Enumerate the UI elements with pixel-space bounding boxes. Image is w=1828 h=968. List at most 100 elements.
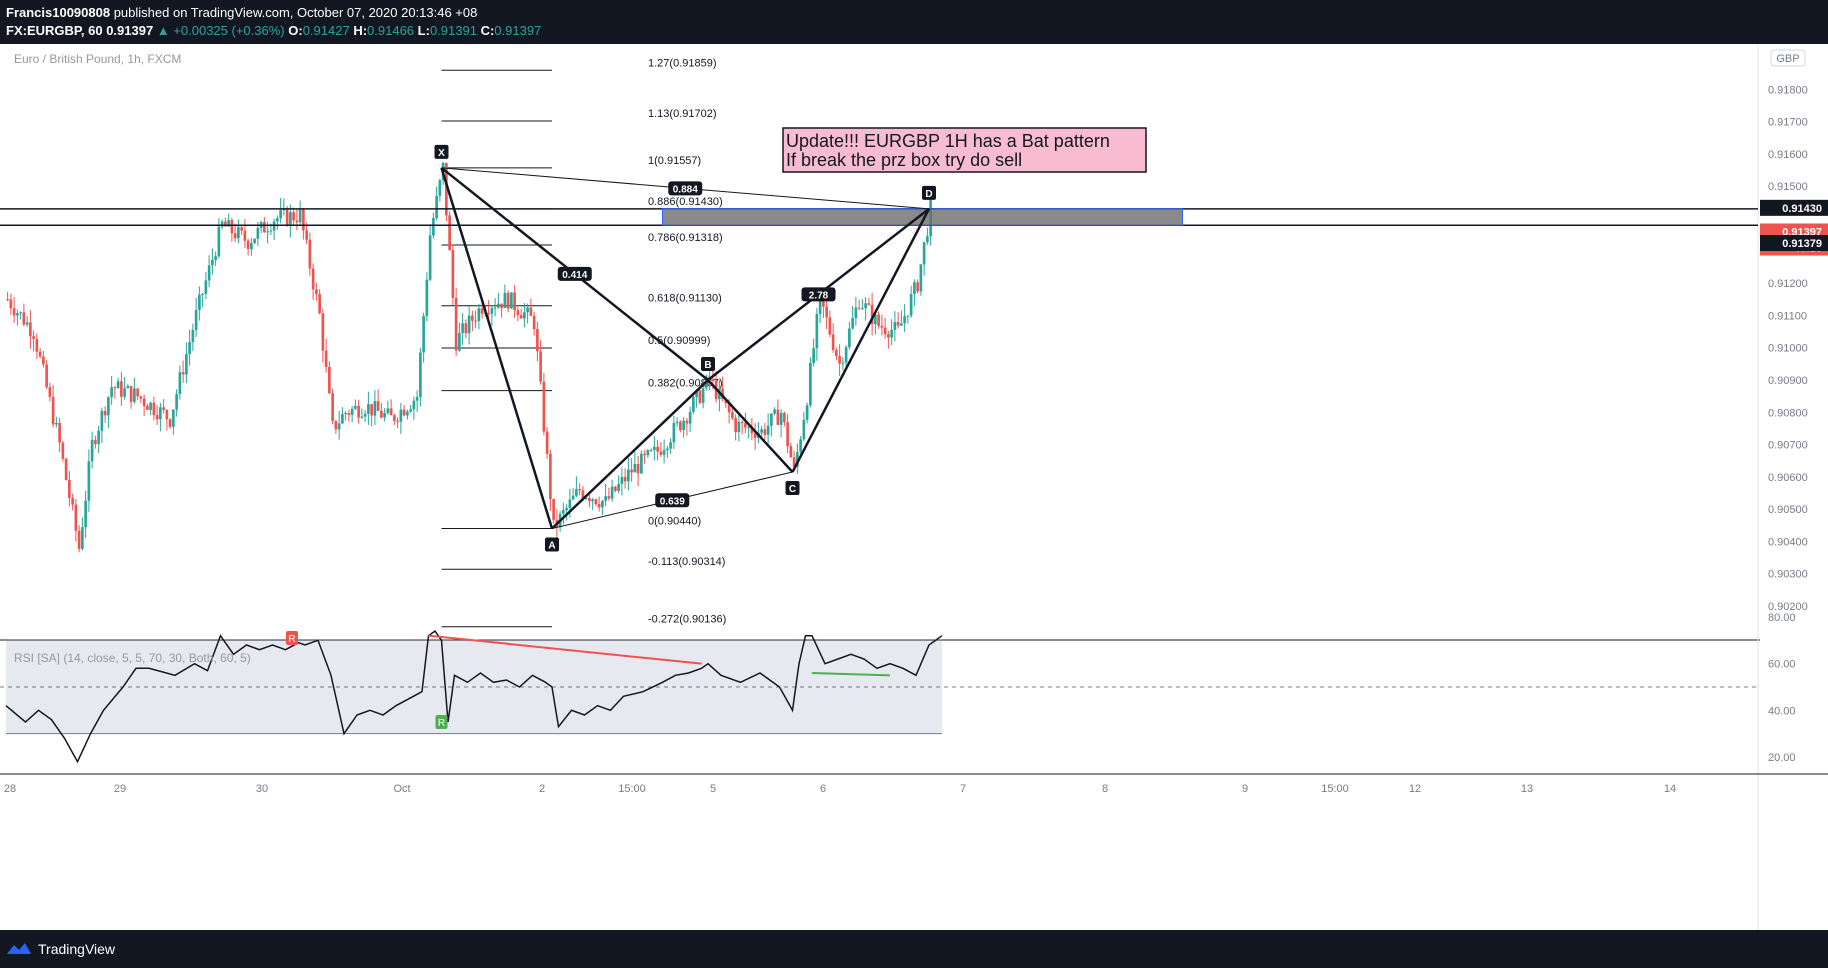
fib-level-label: 0.618(0.91130) <box>648 293 722 305</box>
candle-body <box>588 497 591 502</box>
candle-body <box>315 289 318 295</box>
time-tick-label: 12 <box>1409 783 1421 795</box>
candle-body <box>185 354 188 375</box>
ratio-label-bg <box>801 287 836 302</box>
candle-body <box>454 297 458 351</box>
candle-body <box>607 496 611 499</box>
candle-body <box>627 469 630 482</box>
candle-body <box>357 405 360 418</box>
candle-body <box>74 504 78 531</box>
pattern-leg <box>707 379 794 473</box>
fib-level-label: -0.113(0.90314) <box>648 556 725 568</box>
chart-area[interactable]: 1.27(0.91859) 1.13(0.91702) 1(0.91557) 0.88… <box>0 44 1828 930</box>
candle-body <box>419 352 422 397</box>
candle-body <box>107 397 110 416</box>
candle-body <box>809 362 812 406</box>
pattern-point-label-bg <box>701 356 715 371</box>
candle-body <box>679 421 682 431</box>
bearish-divergence-line <box>428 634 702 665</box>
candle-body <box>848 328 851 348</box>
candle-body <box>568 499 572 508</box>
open-label: O: <box>288 23 303 38</box>
candle-body <box>168 419 172 427</box>
symbol-label[interactable]: FX:EURGBP, 60 <box>6 23 103 38</box>
candle-body <box>614 486 617 491</box>
candle-body <box>792 457 796 467</box>
candle-body <box>623 476 627 482</box>
annotation-line-1: Update!!! EURGBP 1H has a Bat pattern <box>786 131 1110 151</box>
divergence-label: R <box>288 634 295 645</box>
divergence-label: R <box>438 718 445 729</box>
author-name[interactable]: Francis10090808 <box>6 5 111 20</box>
candle-body <box>370 404 373 416</box>
tradingview-logo-icon[interactable] <box>6 942 32 956</box>
candle-body <box>770 413 773 426</box>
time-tick-label: 28 <box>4 783 16 795</box>
candle-body <box>276 218 279 222</box>
pattern-point-label: D <box>925 189 932 200</box>
time-tick-label: 8 <box>1102 783 1108 795</box>
candle-body <box>490 308 494 314</box>
footer: TradingView <box>0 930 1828 968</box>
candle-body <box>230 220 234 234</box>
candle-body <box>659 451 663 455</box>
candle-body <box>922 242 926 265</box>
candle-body <box>802 419 806 440</box>
ratio-label: 2.78 <box>809 290 829 301</box>
candle-body <box>181 372 185 375</box>
candle-body <box>146 405 149 410</box>
candle-body <box>29 322 32 337</box>
candle-body <box>786 422 789 447</box>
candle-body <box>94 439 97 445</box>
candle-body <box>123 388 126 397</box>
price-tick-label: 0.90900 <box>1768 375 1808 387</box>
candle-body <box>103 410 107 416</box>
candle-body <box>646 450 650 456</box>
candle-body <box>519 315 523 319</box>
candle-body <box>305 230 308 240</box>
candle-body <box>292 212 295 221</box>
chart-canvas[interactable]: 1.27(0.91859)1.13(0.91702)1(0.91557)0.88… <box>0 44 1828 930</box>
candle-body <box>896 322 900 326</box>
rsi-indicator: RR <box>0 629 1758 764</box>
candle-body <box>201 293 204 295</box>
pattern-point-label: X <box>438 148 445 159</box>
candle-body <box>207 265 211 281</box>
candle-body <box>799 439 802 453</box>
candle-body <box>818 291 822 315</box>
annotation-box[interactable]: Update!!! EURGBP 1H has a Bat pattern If… <box>782 127 1147 173</box>
candle-body <box>536 329 539 352</box>
rsi-tick-label: 60.00 <box>1768 659 1796 671</box>
candle-body <box>692 396 695 412</box>
candle-body <box>578 489 581 491</box>
candle-body <box>90 439 94 462</box>
candle-body <box>783 412 786 423</box>
bat-pattern[interactable]: 0.884 0.414 0.639 2.78 X A B C D <box>0 144 1758 552</box>
pattern-point-label-bg <box>545 537 559 552</box>
candle-body <box>87 461 91 501</box>
candle-body <box>224 221 227 227</box>
footer-brand[interactable]: TradingView <box>38 941 116 957</box>
time-tick-label: 30 <box>256 783 268 795</box>
fib-level-label: 1(0.91557) <box>648 155 701 167</box>
candle-body <box>493 307 497 309</box>
candle-body <box>289 212 292 225</box>
candle-body <box>159 407 162 420</box>
currency-badge[interactable]: GBP <box>1776 53 1799 65</box>
candle-body <box>136 388 139 397</box>
candle-body <box>682 420 685 431</box>
candle-body <box>773 409 776 414</box>
fib-level-label: 1.13(0.91702) <box>648 108 717 120</box>
pattern-leg <box>791 208 931 473</box>
ratio-label: 0.414 <box>562 270 587 281</box>
fib-level-label: 0.886(0.91430) <box>648 196 723 208</box>
candle-body <box>487 312 490 314</box>
candle-body <box>734 418 737 433</box>
currency-badge-bg[interactable] <box>1770 49 1806 67</box>
pattern-point-label: A <box>548 541 555 552</box>
candle-body <box>480 308 484 314</box>
ratio-label: 0.884 <box>673 184 698 195</box>
candle-body <box>581 490 585 499</box>
candle-body <box>617 483 620 491</box>
open-value: 0.91427 <box>302 23 350 38</box>
